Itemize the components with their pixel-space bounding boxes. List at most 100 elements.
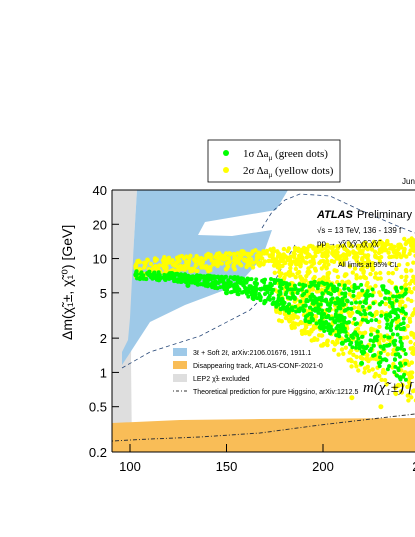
cloud-point	[346, 338, 351, 343]
cloud-point	[354, 354, 359, 360]
cloud-point	[297, 309, 302, 314]
cloud-point	[316, 283, 321, 288]
cloud-point	[391, 347, 396, 353]
cloud-point	[307, 284, 312, 289]
cloud-point	[381, 338, 386, 343]
cloud-point	[394, 285, 398, 290]
cloud-point	[393, 364, 398, 369]
cloud-point	[253, 294, 258, 299]
cloud-point	[237, 287, 242, 292]
cloud-point	[214, 251, 220, 257]
cloud-point	[344, 334, 349, 338]
cloud-point	[260, 256, 265, 261]
cloud-point	[316, 302, 321, 307]
cloud-point	[371, 343, 376, 348]
cloud-point	[396, 324, 401, 329]
cloud-point	[234, 287, 239, 292]
cloud-point	[209, 258, 214, 263]
cloud-point	[320, 315, 324, 320]
cloud-point	[395, 247, 401, 252]
cloud-point	[232, 283, 237, 287]
x-tick-label: 100	[119, 459, 141, 474]
cloud-point	[241, 283, 246, 288]
cloud-point	[361, 344, 365, 349]
cloud-point	[319, 266, 324, 271]
cloud-point	[283, 306, 288, 311]
cloud-point	[276, 318, 282, 323]
cloud-point	[372, 249, 378, 254]
cloud-point	[242, 289, 247, 294]
cloud-point	[362, 366, 368, 371]
cloud-point	[387, 335, 392, 340]
cloud-point	[300, 293, 305, 298]
cloud-point	[320, 246, 325, 252]
cloud-point	[329, 258, 334, 264]
cloud-point	[287, 295, 291, 300]
cloud-point	[244, 279, 249, 283]
cloud-point	[391, 332, 395, 337]
cloud-point	[368, 271, 373, 277]
cloud-point	[378, 333, 383, 338]
data-point	[378, 404, 384, 410]
cloud-point	[191, 266, 197, 272]
cloud-point	[335, 316, 340, 321]
cloud-point	[411, 388, 415, 393]
cloud-point	[320, 280, 325, 285]
data-point	[262, 298, 268, 304]
cloud-point	[281, 246, 287, 252]
cloud-point	[351, 289, 356, 294]
y-tick-label: 5	[100, 286, 107, 301]
data-point	[133, 263, 139, 269]
cloud-point	[379, 377, 384, 382]
cloud-point	[349, 364, 354, 369]
y-tick-label: 1	[100, 365, 107, 380]
cloud-point	[253, 248, 258, 253]
cloud-point	[309, 280, 314, 285]
cloud-point	[139, 272, 144, 277]
cloud-point	[333, 320, 338, 325]
y-tick-label: 40	[93, 183, 107, 198]
cloud-point	[290, 308, 295, 313]
data-point	[301, 308, 307, 313]
cloud-point	[412, 307, 415, 312]
cloud-point	[324, 258, 330, 264]
cloud-point	[151, 273, 156, 277]
cloud-point	[151, 265, 156, 270]
cloud-point	[286, 255, 291, 260]
atlas-brand: ATLAS	[316, 209, 354, 221]
cloud-point	[222, 256, 227, 262]
cloud-point	[303, 283, 308, 288]
cloud-point	[332, 268, 337, 273]
cloud-point	[320, 276, 325, 282]
cloud-point	[231, 258, 236, 263]
legend-lep2-label: LEP2 χ̃± excluded	[193, 376, 250, 383]
cloud-point	[290, 291, 295, 296]
cloud-point	[385, 238, 390, 244]
cloud-point	[142, 265, 147, 270]
cloud-point	[269, 277, 273, 281]
legend-soft-lepton-swatch	[173, 348, 187, 356]
cloud-point	[325, 253, 330, 258]
data-point	[359, 360, 365, 366]
cloud-point	[368, 244, 373, 249]
y-tick-label: 20	[93, 217, 107, 232]
cloud-point	[278, 291, 283, 296]
cloud-point	[296, 246, 301, 252]
atlas-status: Preliminary	[357, 209, 413, 221]
cloud-point	[298, 252, 304, 257]
x-tick-label: 150	[216, 459, 238, 474]
cloud-point	[206, 274, 211, 279]
cloud-point	[340, 279, 345, 284]
cloud-point	[361, 241, 367, 246]
cloud-point	[292, 251, 297, 257]
cloud-point	[263, 284, 267, 289]
cloud-point	[295, 271, 300, 276]
cloud-point	[304, 289, 309, 294]
cloud-point	[407, 251, 412, 256]
cloud-point	[232, 254, 237, 260]
cloud-point	[390, 271, 395, 276]
cloud-point	[308, 259, 313, 264]
cloud-point	[362, 300, 367, 305]
cloud-point	[409, 298, 414, 304]
cloud-point	[156, 270, 161, 275]
